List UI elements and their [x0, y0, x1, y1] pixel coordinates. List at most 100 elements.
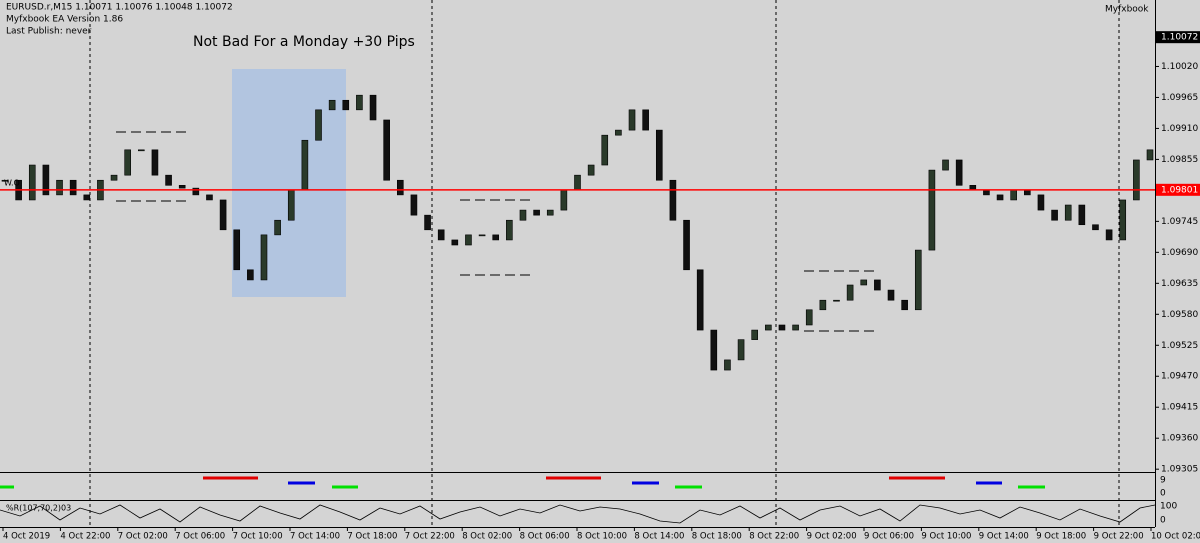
candle — [247, 269, 254, 281]
candle — [819, 299, 827, 311]
candle — [683, 219, 690, 271]
x-tick-label: 7 Oct 02:00 — [118, 532, 168, 542]
y-tick-label: 1.09525 — [1161, 341, 1198, 351]
x-tick-label: 7 Oct 06:00 — [175, 532, 225, 542]
candle — [1092, 224, 1099, 231]
brand: Myfxbook — [1105, 5, 1149, 15]
candle — [1010, 189, 1017, 201]
x-tick-label: 9 Oct 06:00 — [864, 532, 914, 542]
candle — [983, 189, 990, 196]
candle — [206, 194, 213, 201]
candle — [124, 149, 131, 176]
candle — [546, 209, 554, 216]
candle — [437, 229, 445, 241]
candle — [519, 209, 527, 221]
x-tick-label: 7 Oct 22:00 — [405, 532, 455, 542]
candle — [628, 109, 636, 131]
x-tick-label: 7 Oct 18:00 — [347, 532, 397, 542]
candle — [1119, 199, 1127, 241]
candle — [955, 159, 963, 186]
y-tick-label: 1.09415 — [1161, 403, 1198, 413]
candle — [887, 289, 895, 301]
candle — [696, 269, 704, 331]
candle — [342, 99, 350, 111]
candle — [369, 94, 377, 121]
candle — [1064, 204, 1072, 221]
candle — [478, 234, 486, 237]
candle — [860, 279, 868, 286]
candle — [1105, 229, 1113, 241]
candle — [805, 309, 813, 326]
x-tick-label: 10 Oct 02:00 — [1151, 532, 1200, 542]
candle — [928, 169, 936, 251]
candle — [833, 299, 840, 302]
x-tick-label: 9 Oct 10:00 — [921, 532, 971, 542]
candle — [642, 109, 649, 131]
y-tick-label: 1.09855 — [1161, 155, 1198, 165]
candle — [724, 359, 731, 371]
x-tick-label: 8 Oct 14:00 — [634, 532, 684, 542]
candle — [165, 174, 172, 186]
bid-tag-box — [1156, 31, 1200, 44]
candle — [1133, 159, 1140, 201]
candle — [710, 329, 718, 371]
y-tick-label: 1.09305 — [1161, 465, 1198, 475]
wpr-line — [0, 504, 1156, 524]
candle — [138, 149, 145, 152]
x-tick-label: 9 Oct 22:00 — [1094, 532, 1144, 542]
y-tick-label: 1.09470 — [1161, 372, 1198, 382]
candle — [56, 179, 63, 196]
x-tick-label: 8 Oct 18:00 — [692, 532, 742, 542]
indicator-tick: 0 — [1160, 516, 1166, 526]
y-tick-label: 1.10020 — [1161, 62, 1198, 72]
candle — [396, 179, 404, 196]
candle — [1, 179, 9, 182]
x-tick-label: 7 Oct 10:00 — [233, 532, 283, 542]
level-lines — [116, 131, 877, 332]
candle — [914, 249, 922, 311]
candle — [669, 179, 677, 221]
level-tag-box — [1156, 183, 1200, 196]
highlight-box — [232, 69, 346, 297]
candle — [301, 139, 309, 191]
indicator-label: %R(107,70,2)03 — [6, 504, 71, 513]
candle — [219, 199, 227, 231]
candle — [83, 194, 91, 201]
x-tick-label: 4 Oct 2019 — [3, 532, 50, 542]
candle — [996, 194, 1004, 201]
ea-version: Myfxbook EA Version 1.86 — [6, 15, 123, 25]
x-tick-label: 4 Oct 22:00 — [60, 532, 110, 542]
candle — [233, 229, 241, 271]
candle — [451, 239, 459, 246]
candle — [356, 94, 363, 111]
candle — [601, 134, 609, 166]
x-tick-label: 9 Oct 18:00 — [1036, 532, 1086, 542]
candle — [533, 209, 540, 216]
candle — [1078, 204, 1086, 226]
candle — [846, 284, 854, 301]
candle — [874, 279, 881, 291]
level-tag: W.O — [4, 179, 20, 188]
candle — [901, 299, 908, 311]
candle — [69, 179, 77, 196]
candle — [42, 164, 50, 196]
candle — [192, 187, 200, 196]
candle — [942, 159, 949, 171]
candle — [28, 164, 36, 201]
candle — [492, 234, 500, 241]
y-tick-label: 1.09360 — [1161, 434, 1198, 444]
level-price: 1.09801 — [1161, 185, 1198, 195]
candle — [274, 219, 281, 236]
x-tick-label: 8 Oct 02:00 — [462, 532, 512, 542]
signal-bars — [0, 476, 1045, 489]
candle — [260, 234, 268, 281]
candles — [1, 94, 1154, 371]
candle — [751, 329, 759, 340]
indicator-tick: 9 — [1160, 476, 1166, 486]
y-tick-label: 1.09965 — [1161, 93, 1198, 103]
candle — [1024, 189, 1031, 196]
candle — [574, 174, 581, 191]
candle — [587, 164, 595, 176]
